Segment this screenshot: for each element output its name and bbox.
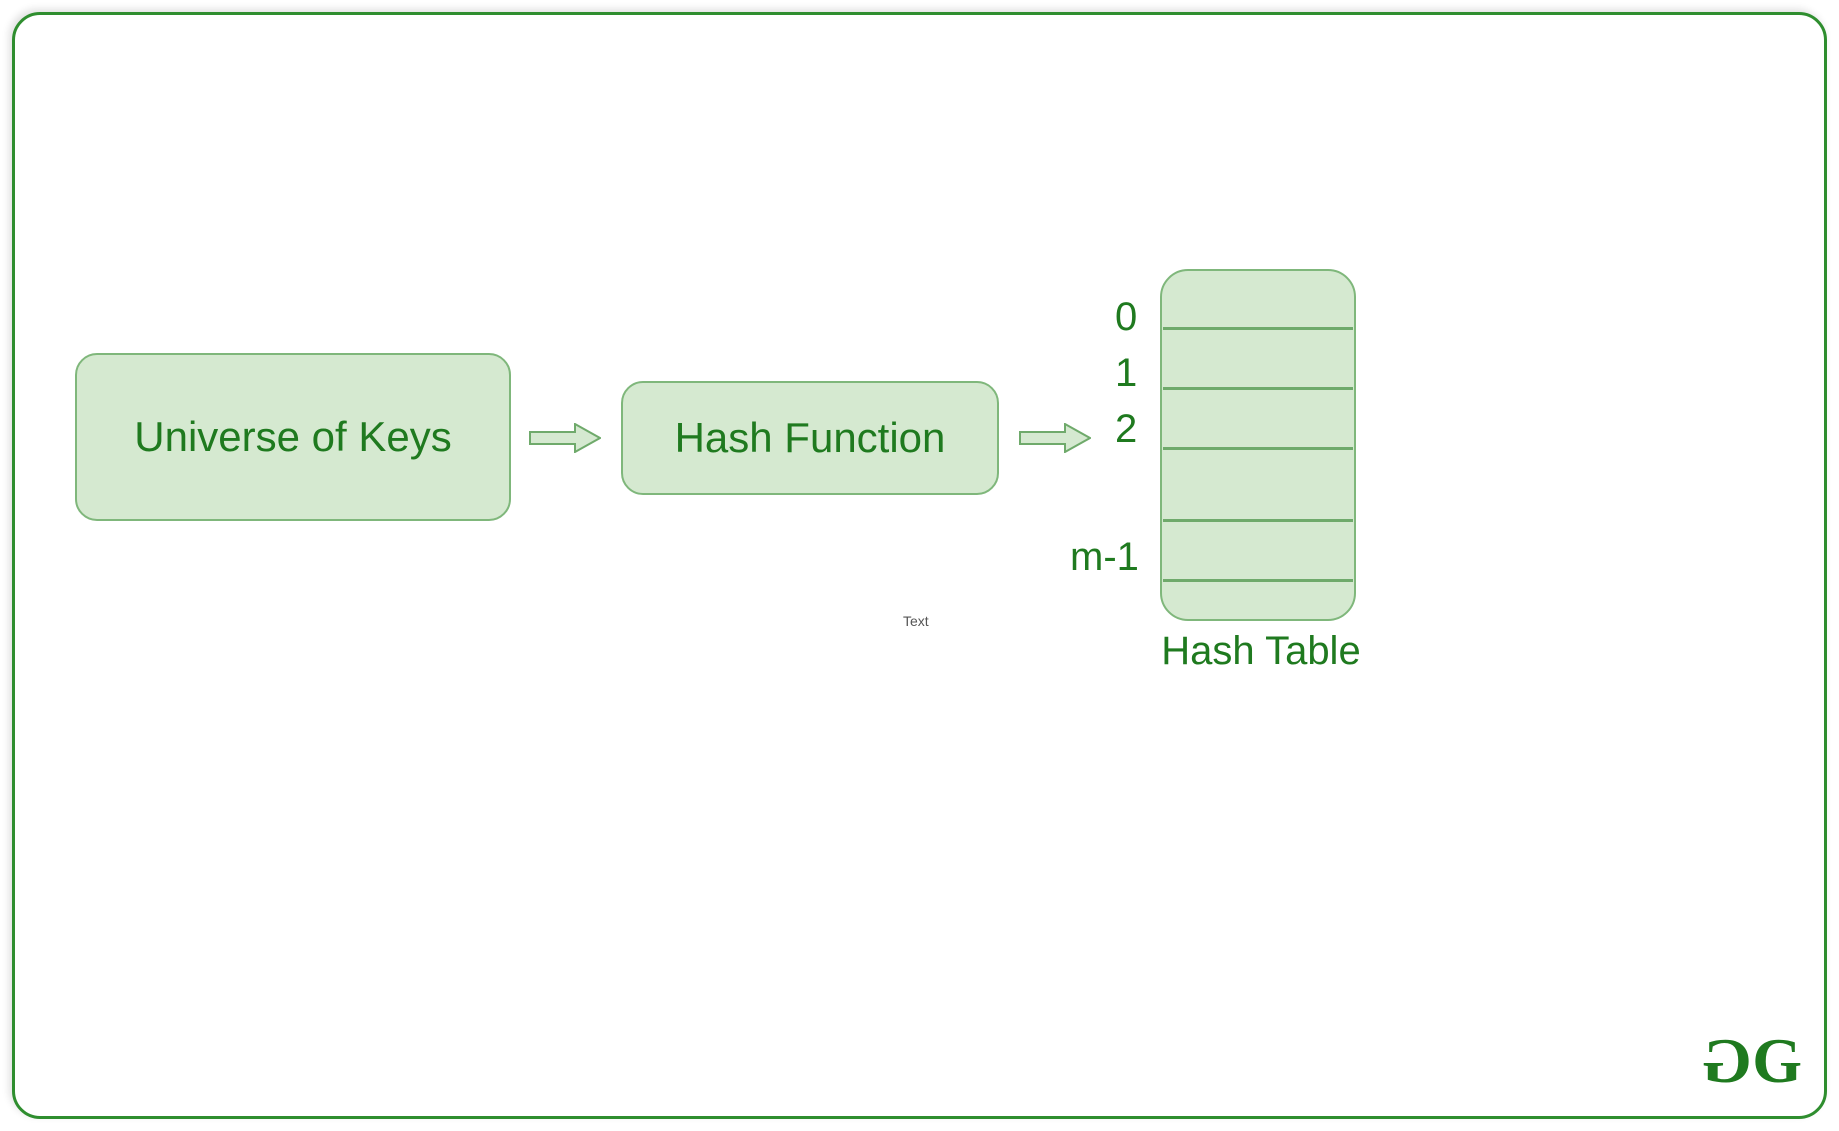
node-universe-label: Universe of Keys xyxy=(134,413,451,461)
logo-glyph-left: G xyxy=(1708,1024,1752,1098)
node-universe-of-keys: Universe of Keys xyxy=(75,353,511,521)
geeksforgeeks-logo-icon: GG xyxy=(1708,1024,1796,1098)
hash-table-row-divider xyxy=(1163,447,1353,450)
arrow-icon xyxy=(1019,423,1091,453)
arrow-icon xyxy=(529,423,601,453)
diagram-frame: Universe of Keys Hash Function 0 1 2 m-1… xyxy=(12,12,1827,1119)
hash-table-row-divider xyxy=(1163,387,1353,390)
stray-text-label: Text xyxy=(903,613,943,629)
node-hashfn-label: Hash Function xyxy=(675,414,946,462)
hash-table-index-label: 2 xyxy=(1115,407,1137,452)
hash-table-index-label: 0 xyxy=(1115,295,1137,340)
hash-table-box xyxy=(1160,269,1356,621)
logo-glyph-right: G xyxy=(1752,1025,1796,1096)
hash-table-row-divider xyxy=(1163,579,1353,582)
hash-table-row-divider xyxy=(1163,327,1353,330)
node-hash-function: Hash Function xyxy=(621,381,999,495)
hash-table-row-divider xyxy=(1163,519,1353,522)
hash-table-caption: Hash Table xyxy=(1143,629,1379,674)
hash-table-index-label: m-1 xyxy=(1070,535,1139,580)
hash-table-index-label: 1 xyxy=(1115,351,1137,396)
